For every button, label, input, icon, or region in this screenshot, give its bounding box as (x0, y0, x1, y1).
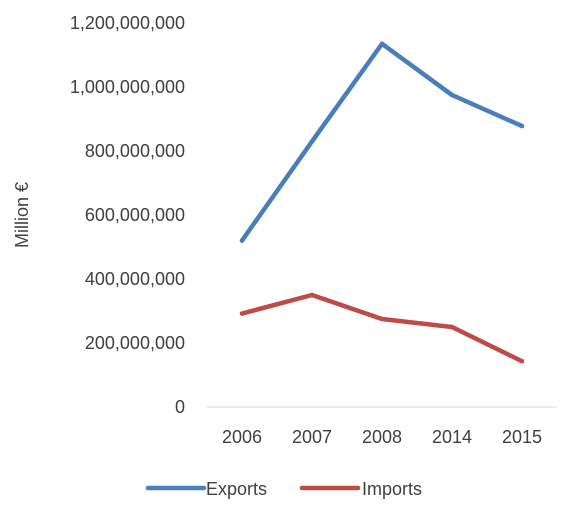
exports-data-point (239, 238, 245, 243)
x-tick-label: 2014 (432, 427, 472, 447)
imports-data-point (239, 311, 245, 316)
y-tick-label: 1,200,000,000 (70, 13, 185, 33)
imports-data-point (519, 359, 525, 364)
x-tick-label: 2007 (292, 427, 332, 447)
legend-label-exports: Exports (206, 479, 267, 499)
y-tick-label: 0 (175, 397, 185, 417)
x-axis-tick-labels: 2006 2007 2008 2014 2015 (222, 427, 542, 447)
y-axis-title-group: Million € (12, 182, 32, 248)
x-tick-label: 2008 (362, 427, 402, 447)
legend: Exports Imports (145, 479, 422, 499)
y-tick-label: 600,000,000 (85, 205, 185, 225)
legend-label-imports: Imports (362, 479, 422, 499)
exports-data-point (309, 139, 315, 144)
imports-series-line (239, 292, 525, 364)
y-tick-label: 400,000,000 (85, 269, 185, 289)
imports-data-point (449, 324, 455, 330)
exports-data-point (449, 92, 455, 98)
imports-data-point (379, 316, 385, 322)
imports-data-point (309, 292, 315, 298)
y-tick-label: 800,000,000 (85, 141, 185, 161)
y-axis-title: Million € (12, 182, 32, 248)
exports-data-point (379, 41, 385, 46)
y-tick-label: 200,000,000 (85, 333, 185, 353)
x-tick-label: 2006 (222, 427, 262, 447)
series-lines (239, 41, 525, 364)
exports-series-line (239, 41, 525, 243)
x-tick-label: 2015 (502, 427, 542, 447)
exports-data-point (519, 123, 525, 129)
y-tick-label: 1,000,000,000 (70, 77, 185, 97)
y-axis-tick-labels: 0 200,000,000 400,000,000 600,000,000 800,00… (70, 13, 185, 417)
